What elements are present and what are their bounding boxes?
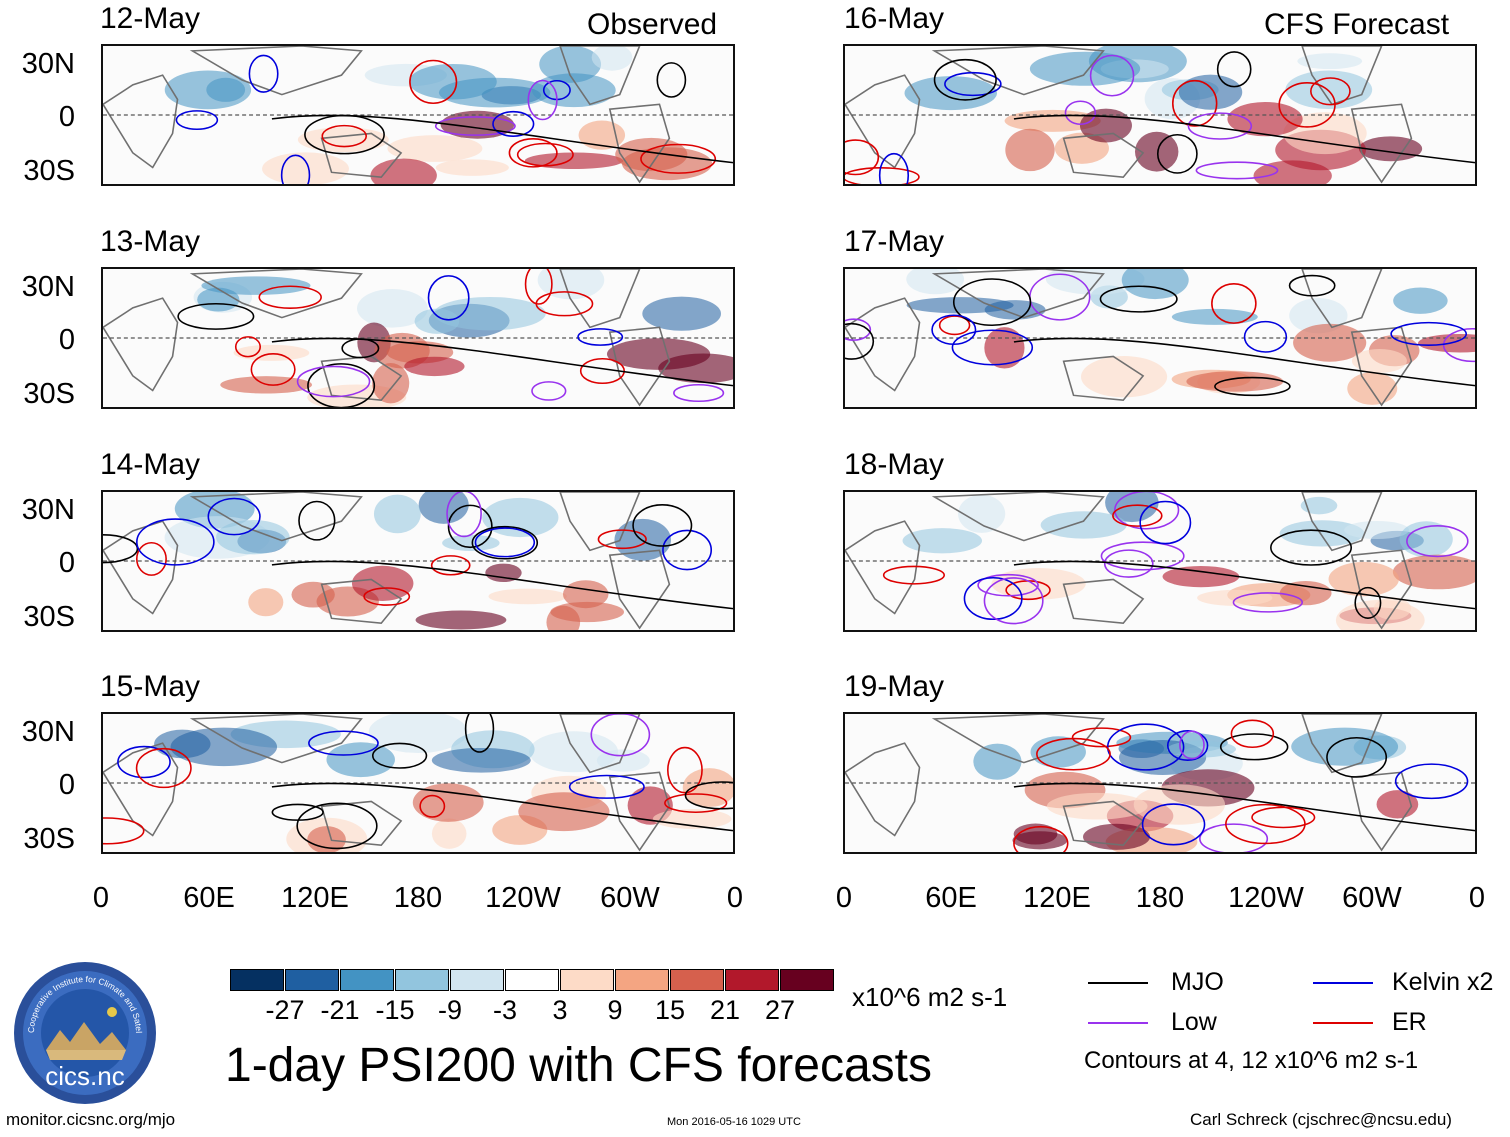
- colorbar-tick-label: 15: [654, 995, 686, 1025]
- lon-label-120w-left: 120W: [485, 882, 561, 914]
- colorbar-swatch: [615, 969, 669, 991]
- legend-label-er: ER: [1392, 1008, 1427, 1036]
- colorbar-tick-label: -15: [375, 995, 415, 1025]
- lat-label-eq-3: 0: [58, 547, 75, 579]
- author-credit: Carl Schreck (cjschrec@ncsu.edu): [1190, 1110, 1452, 1129]
- legend-line-kelvin: [1313, 982, 1373, 984]
- map-canvas: [845, 492, 1475, 630]
- map-canvas: [845, 714, 1475, 852]
- map-panel-fc-2: [843, 267, 1477, 409]
- figure-title: 1-day PSI200 with CFS forecasts: [225, 1039, 932, 1092]
- lat-label-30s-1: 30S: [23, 155, 75, 187]
- colorbar-swatch: [285, 969, 339, 991]
- panel-date-obs-4: 15-May: [100, 670, 201, 703]
- colorbar-swatch: [505, 969, 559, 991]
- legend-label-mjo: MJO: [1171, 968, 1224, 996]
- lon-label-180-left: 180: [393, 882, 443, 914]
- map-panel-fc-4: [843, 712, 1477, 854]
- lat-label-30s-4: 30S: [23, 823, 75, 855]
- lat-label-30s-3: 30S: [23, 601, 75, 633]
- colorbar-swatch: [340, 969, 394, 991]
- map-panel-obs-2: [101, 267, 735, 409]
- lon-label-60w-left: 60W: [600, 882, 660, 914]
- cics-logo: Cooperative Institute for Climate and Sa…: [10, 952, 158, 1106]
- lon-label-60e-left: 60E: [183, 882, 235, 914]
- colorbar-swatch: [230, 969, 284, 991]
- map-panel-fc-1: [843, 44, 1477, 186]
- colorbar-tick-label: -9: [437, 995, 462, 1025]
- lat-label-eq-2: 0: [58, 324, 75, 356]
- timestamp: Mon 2016-05-16 1029 UTC: [667, 1116, 801, 1128]
- map-panel-obs-1: [101, 44, 735, 186]
- panel-date-fc-4: 19-May: [844, 670, 945, 703]
- logo-short-name: cics.nc: [45, 1061, 124, 1091]
- lon-label-120e-left: 120E: [281, 882, 349, 914]
- lon-label-60w-right: 60W: [1342, 882, 1402, 914]
- panel-date-fc-3: 18-May: [844, 448, 945, 481]
- lon-label-0-left: 0: [92, 882, 110, 914]
- legend-line-er: [1313, 1022, 1373, 1024]
- colorbar-units: x10^6 m2 s-1: [852, 982, 1008, 1012]
- map-canvas: [845, 269, 1475, 407]
- map-panel-fc-3: [843, 490, 1477, 632]
- colorbar-tick-label: 27: [764, 995, 796, 1025]
- colorbar-swatch: [450, 969, 504, 991]
- panel-date-obs-2: 13-May: [100, 225, 201, 258]
- map-canvas: [103, 714, 733, 852]
- legend-label-kelvin: Kelvin x2: [1392, 968, 1494, 996]
- panel-date-fc-2: 17-May: [844, 225, 945, 258]
- lon-label-0b-right: 0: [1468, 882, 1486, 914]
- colorbar-swatch: [725, 969, 779, 991]
- observed-label: Observed: [587, 8, 718, 41]
- legend-line-mjo: [1088, 982, 1148, 984]
- panel-date-obs-1: 12-May: [100, 2, 201, 35]
- colorbar-tick-label: -27: [265, 995, 305, 1025]
- lat-label-30s-2: 30S: [23, 378, 75, 410]
- lat-label-30n-4: 30N: [21, 716, 75, 748]
- lat-label-eq-4: 0: [58, 769, 75, 801]
- panel-date-fc-1: 16-May: [844, 2, 945, 35]
- lat-label-eq-1: 0: [58, 101, 75, 133]
- cics-logo-graphic: Cooperative Institute for Climate and Sa…: [10, 952, 156, 1104]
- legend-label-low: Low: [1171, 1008, 1217, 1036]
- legend-line-low: [1088, 1022, 1148, 1024]
- colorbar-tick-label: 3: [552, 995, 568, 1025]
- colorbar-tick-label: 9: [607, 995, 623, 1025]
- colorbar-swatch: [780, 969, 834, 991]
- colorbar-tick-label: -21: [320, 995, 360, 1025]
- colorbar-swatch: [560, 969, 614, 991]
- website-link[interactable]: monitor.cicsnc.org/mjo: [6, 1110, 176, 1129]
- colorbar-tick-label: -3: [492, 995, 517, 1025]
- map-canvas: [103, 492, 733, 630]
- colorbar-swatch: [395, 969, 449, 991]
- lon-label-0b-left: 0: [726, 882, 744, 914]
- panel-date-obs-3: 14-May: [100, 448, 201, 481]
- lon-label-120w-right: 120W: [1228, 882, 1304, 914]
- lon-label-0-right: 0: [835, 882, 853, 914]
- lon-label-180-right: 180: [1135, 882, 1185, 914]
- lon-label-120e-right: 120E: [1023, 882, 1091, 914]
- lon-label-60e-right: 60E: [925, 882, 977, 914]
- map-panel-obs-4: [101, 712, 735, 854]
- colorbar-tick-label: 21: [709, 995, 741, 1025]
- lat-label-30n-3: 30N: [21, 494, 75, 526]
- lat-label-30n-1: 30N: [21, 48, 75, 80]
- colorbar-swatch: [670, 969, 724, 991]
- contours-note: Contours at 4, 12 x10^6 m2 s-1: [1084, 1047, 1419, 1074]
- map-canvas: [103, 269, 733, 407]
- map-panel-obs-3: [101, 490, 735, 632]
- forecast-label: CFS Forecast: [1264, 8, 1450, 41]
- lat-label-30n-2: 30N: [21, 271, 75, 303]
- map-canvas: [845, 46, 1475, 184]
- map-canvas: [103, 46, 733, 184]
